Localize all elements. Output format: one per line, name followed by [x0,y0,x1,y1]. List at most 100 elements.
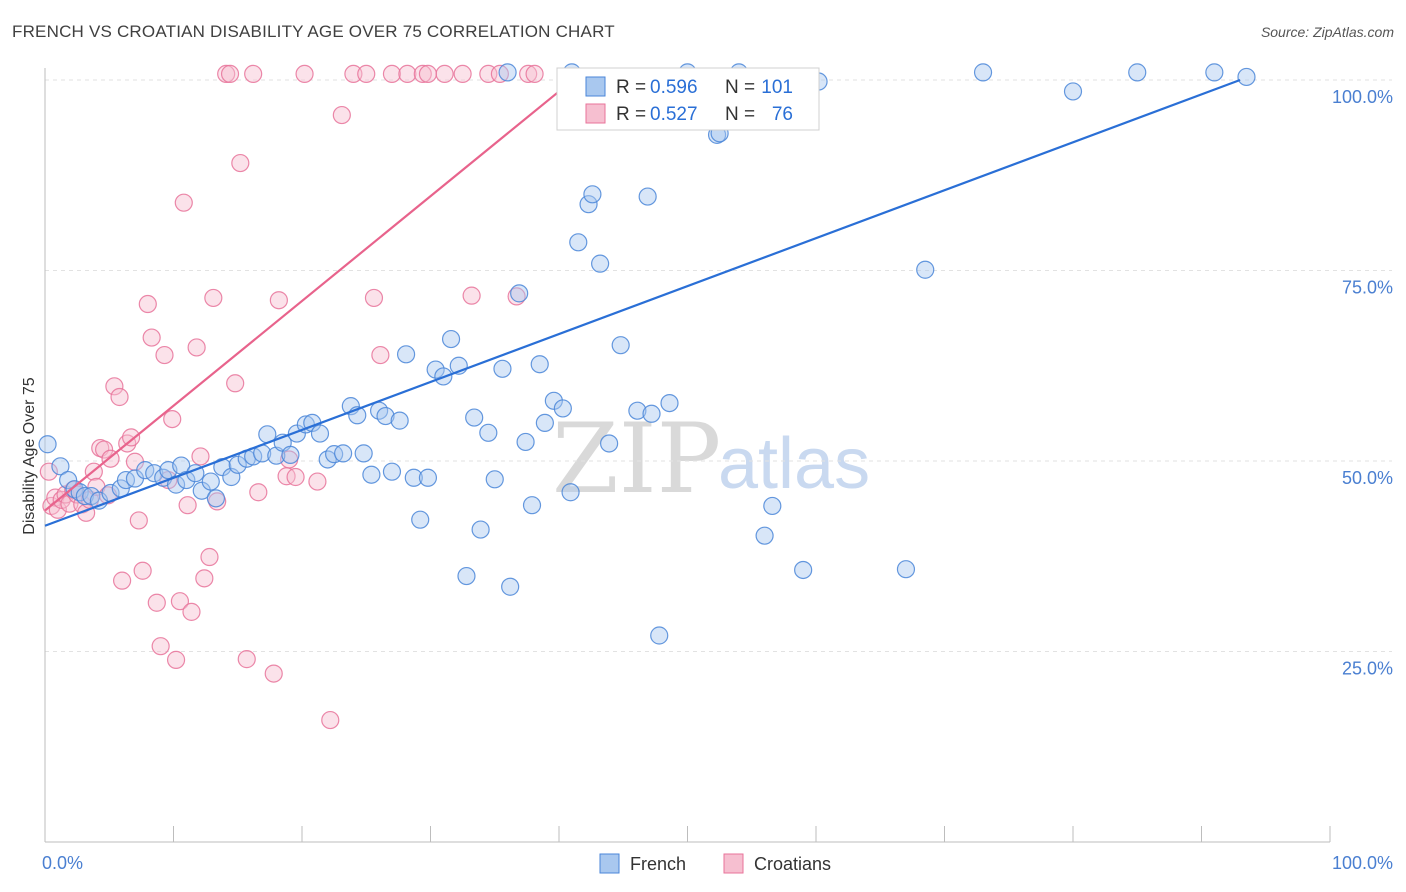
croatian-point [295,64,314,84]
legend-swatch-croatian [585,103,606,124]
axes [44,68,1331,843]
croatian-point [39,462,58,481]
croatian-point [178,496,197,515]
croatian-point [155,345,174,365]
croatian-point [344,64,363,84]
croatian-point [166,650,186,669]
french-point [642,404,661,423]
croatian-point [413,64,432,84]
french-points [38,63,1256,645]
french-point [579,195,598,214]
croatian-point [95,440,114,459]
watermark-zip: ZIP [552,403,721,515]
french-point [1063,82,1083,101]
croatian-point [200,547,219,567]
legend-r-value-croatian: 0.527 [650,104,698,125]
french-point [404,468,423,487]
french-trend-line [44,78,1241,527]
croatian-points [39,64,544,730]
french-point [206,489,226,508]
french-point [390,411,409,430]
french-point [51,457,70,476]
trend-lines [44,78,1241,527]
croatian-point [191,447,210,466]
french-point [38,435,57,454]
french-point [650,626,669,645]
french-point [896,560,916,579]
croatian-point [147,593,166,612]
y-tick-label-75: 75.0% [1342,278,1393,298]
croatian-point [105,377,124,396]
french-point [510,284,529,303]
french-point [334,444,353,463]
french-point [1237,67,1256,87]
french-point [116,470,136,490]
french-point [611,336,630,355]
croatian-point [121,428,141,447]
croatian-point [208,492,227,511]
french-point [628,401,647,420]
french-point [973,63,993,82]
french-point [465,408,484,427]
croatian-point [187,338,206,357]
legend-r-label-french: R = [616,77,646,98]
y-tick-label-25: 25.0% [1342,659,1393,679]
french-point [354,444,373,463]
french-point [755,526,774,545]
croatian-point [357,64,376,84]
french-point [535,413,554,432]
croatian-point [195,569,214,588]
croatian-point [60,494,79,513]
croatian-point [170,592,190,611]
tick-labels: 25.0% 50.0% 75.0% 100.0% 0.0% 100.0% [42,87,1393,873]
french-point [310,424,330,443]
y-axis-label: Disability Age Over 75 [21,377,38,535]
y-tick-label-100: 100.0% [1332,87,1393,107]
croatian-point [269,291,288,310]
croatian-point [204,288,223,308]
legend-n-value-french: 101 [761,77,793,98]
x-tick-label-left: 0.0% [42,853,83,873]
croatian-point [435,64,454,84]
bottom-legend-swatch-french [599,853,620,874]
croatian-point [398,64,417,84]
croatian-point [129,511,148,530]
croatian-point [110,387,129,407]
legend-n-value-croatian: 76 [772,104,793,125]
french-point [660,393,679,413]
french-point [382,462,402,481]
french-point [201,472,220,491]
french-point [553,399,572,418]
legend-r-label-croatian: R = [616,104,646,125]
croatian-point [507,287,526,306]
french-point [1128,63,1147,82]
croatian-point [490,64,509,84]
french-point [583,185,602,204]
french-point [485,470,504,489]
french-point [376,406,395,426]
croatian-point [182,602,201,621]
bottom-legend-swatch-croatian [723,853,744,874]
croatian-point [332,105,351,125]
croatian-point [142,328,161,347]
croatian-point [220,64,240,84]
legend-n-label-french: N = [725,77,755,98]
french-point [569,233,588,252]
croatian-point [244,64,263,84]
french-point [396,345,416,364]
french-point [522,496,542,515]
croatian-point [237,650,256,669]
watermark-atlas: atlas [718,424,870,504]
french-point [763,496,782,516]
croatian-point [249,483,268,502]
croatian-point [453,64,472,84]
french-point [145,464,164,483]
croatian-point [226,374,245,393]
croatian-point [163,409,182,429]
french-point [516,432,535,452]
croatian-point [308,472,327,491]
croatian-point [231,153,250,173]
french-point [493,359,512,378]
french-point [362,465,381,484]
stats-legend: R = 0.596 N = 101 R = 0.527 N = 76 [556,67,820,131]
